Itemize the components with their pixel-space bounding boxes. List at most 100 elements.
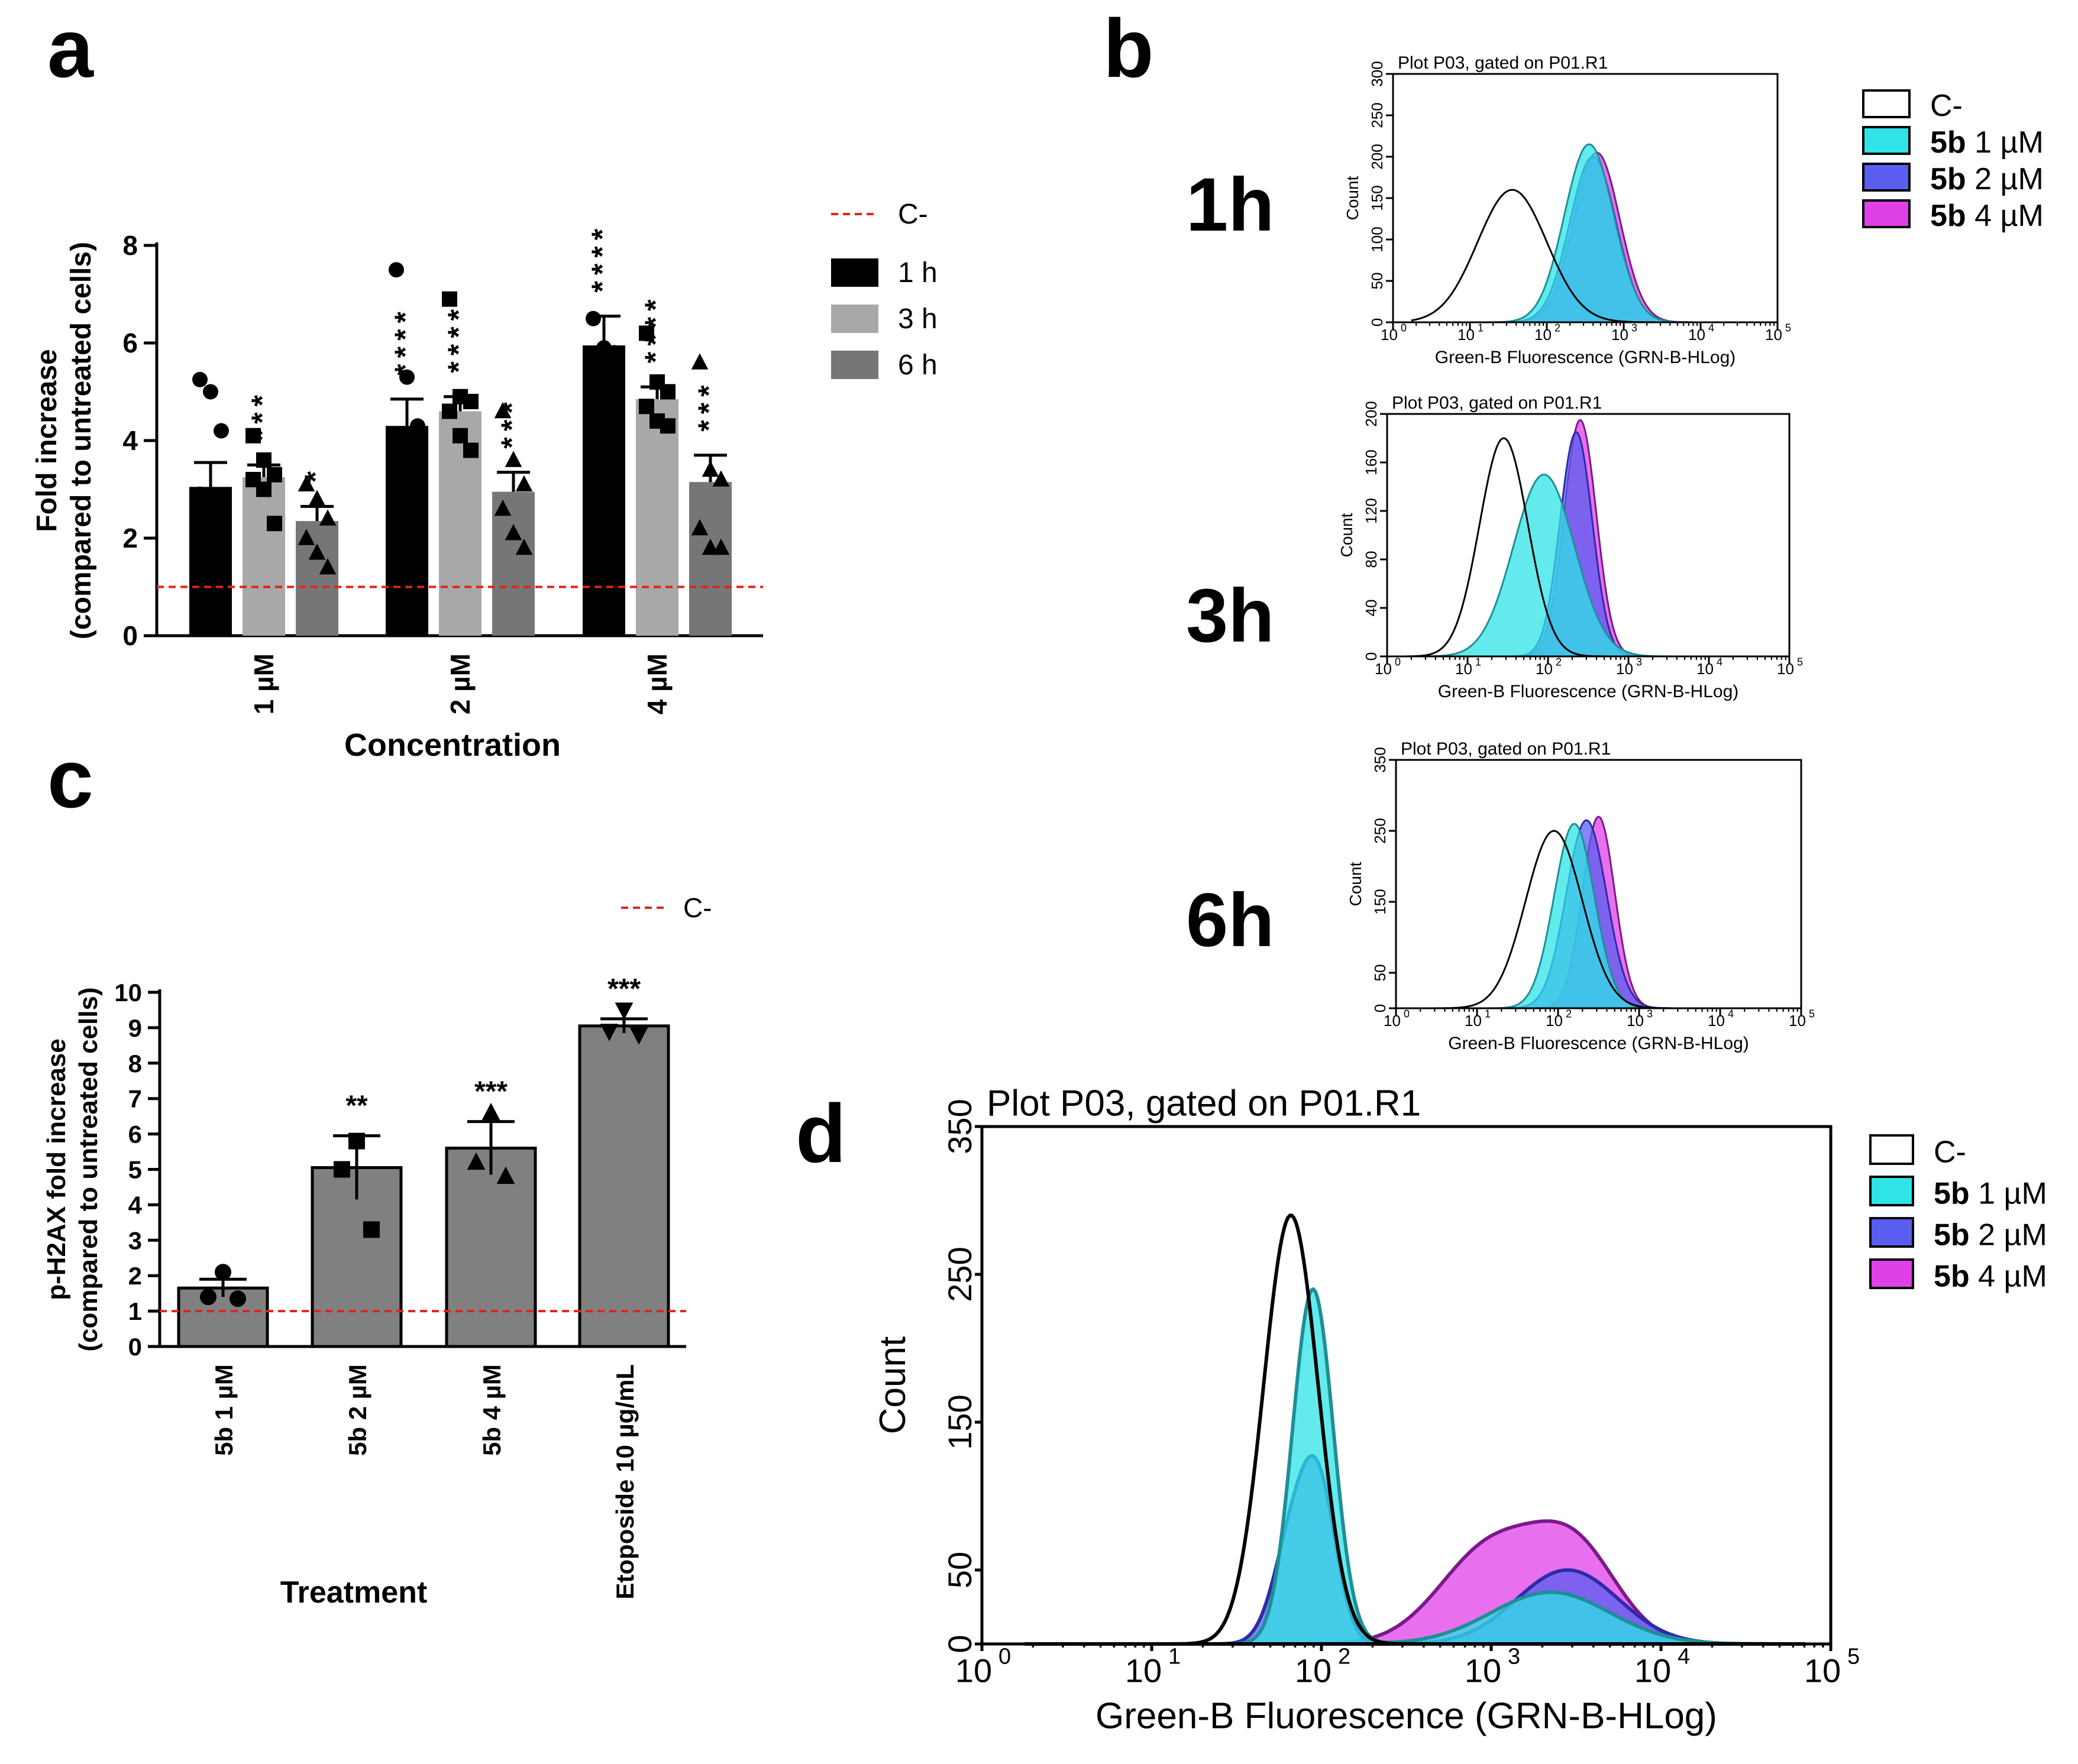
- legend-swatch-a: [831, 258, 878, 287]
- x-tick-label-b3: 10 3: [1627, 1008, 1653, 1030]
- data-point-c: [348, 1132, 365, 1150]
- data-point-a: [607, 345, 622, 361]
- legend-label-a: 1 h: [898, 257, 938, 289]
- panel-label-b: b: [1103, 2, 1154, 95]
- y-tick-label-b1: 150: [1368, 185, 1386, 211]
- data-point-a: [442, 403, 457, 419]
- legend-bold-b: 5b: [1930, 199, 1966, 233]
- y-axis-label-line1-a: Fold increase: [31, 349, 63, 532]
- x-tick-base-b2: 10: [1375, 660, 1392, 678]
- x-tick-label-d: 10 4: [1634, 1645, 1690, 1689]
- subplot-label-b: 6h: [1186, 878, 1274, 963]
- y-tick-label-c: 0: [128, 1333, 142, 1361]
- x-tick-exp-b3: 4: [1728, 1008, 1734, 1020]
- histogram-c-neg-b2: [1406, 437, 1778, 658]
- x-tick-exp-b1: 4: [1708, 322, 1714, 334]
- y-tick-label-a: 8: [122, 230, 138, 261]
- legend-rest-d: 1 µM: [1970, 1177, 2047, 1211]
- y-axis-label-b1: Count: [1343, 176, 1362, 220]
- x-tick-label-b3: 10 1: [1465, 1008, 1491, 1030]
- data-point-a: [505, 524, 522, 540]
- x-tick-base-d: 10: [1634, 1652, 1671, 1689]
- x-tick-label-a: 2 µM: [445, 653, 476, 714]
- x-tick-exp-b3: 3: [1647, 1008, 1653, 1020]
- x-tick-base-d: 10: [955, 1652, 992, 1689]
- data-point-a: [245, 428, 261, 444]
- bar-a: [636, 399, 678, 636]
- y-tick-label-c: 10: [114, 979, 142, 1006]
- x-tick-exp-b2: 3: [1636, 656, 1642, 668]
- x-tick-base-b1: 10: [1534, 326, 1552, 344]
- legend-bold-d: 5b: [1934, 1177, 1970, 1211]
- x-tick-label-b3: 10 0: [1384, 1008, 1410, 1030]
- legend-swatch-b: [1862, 89, 1911, 118]
- legend-ref-label-a: C-: [898, 199, 928, 230]
- y-tick-label-b3: 50: [1371, 964, 1389, 982]
- x-tick-exp-b1: 5: [1785, 322, 1791, 334]
- x-tick-base-b1: 10: [1381, 326, 1398, 344]
- plot-title-b1: Plot P03, gated on P01.R1: [1398, 53, 1608, 73]
- bar-a: [583, 345, 625, 636]
- x-tick-label-b2: 10 2: [1536, 656, 1562, 678]
- bar-c: [177, 1286, 269, 1348]
- plot-title-d: Plot P03, gated on P01.R1: [987, 1083, 1421, 1124]
- data-point-a: [463, 442, 479, 458]
- data-point-c: [629, 1027, 648, 1045]
- x-tick-exp-b1: 3: [1631, 322, 1637, 334]
- x-axis-label-b3: Green-B Fluorescence (GRN-B-HLog): [1448, 1034, 1749, 1053]
- y-tick-label-c: 8: [128, 1050, 142, 1077]
- x-axis-label-b2: Green-B Fluorescence (GRN-B-HLog): [1438, 682, 1739, 701]
- legend-rest-b: 4 µM: [1966, 199, 2044, 233]
- x-tick-label-d: 10 2: [1295, 1645, 1350, 1689]
- panel-label-a: a: [47, 2, 94, 95]
- x-tick-exp-b3: 1: [1485, 1008, 1491, 1020]
- data-point-c: [481, 1102, 500, 1121]
- x-tick-label-d: 10 1: [1125, 1645, 1181, 1689]
- legend-label-b: C-: [1930, 89, 1963, 123]
- y-tick-label-c: 9: [128, 1014, 142, 1042]
- data-point-a: [639, 325, 654, 341]
- x-tick-label-a: 1 µM: [248, 653, 279, 714]
- data-point-a: [660, 418, 676, 434]
- x-tick-label-b3: 10 4: [1708, 1008, 1734, 1030]
- x-tick-label-c: 5b 2 µM: [344, 1364, 371, 1456]
- y-tick-label-b1: 50: [1368, 273, 1386, 290]
- data-point-a: [192, 371, 208, 387]
- x-tick-label-b2: 10 1: [1455, 656, 1481, 678]
- data-point-a: [463, 394, 479, 409]
- legend-bold-d: 5b: [1934, 1218, 1970, 1252]
- subplot-label-b: 1h: [1186, 163, 1274, 247]
- data-point-a: [298, 475, 315, 491]
- legend-bold-b: 5b: [1930, 162, 1966, 196]
- x-tick-base-b3: 10: [1627, 1012, 1644, 1030]
- y-tick-label-c: 1: [128, 1297, 142, 1325]
- x-tick-base-b2: 10: [1455, 660, 1472, 678]
- legend-label-d: 5b 2 µM: [1934, 1218, 2047, 1252]
- x-axis-label-c: Treatment: [280, 1575, 428, 1610]
- y-axis-label-a: Fold increase (compared to untreated cell…: [31, 242, 97, 639]
- data-point-a: [298, 529, 315, 545]
- x-tick-base-b2: 10: [1536, 660, 1553, 678]
- x-tick-base-d: 10: [1295, 1652, 1332, 1689]
- y-tick-label-d: 150: [941, 1394, 978, 1449]
- data-point-a: [203, 384, 218, 400]
- legend-bold-b: 5b: [1930, 125, 1966, 160]
- bar-a: [243, 477, 285, 636]
- legend-swatch-b: [1862, 199, 1911, 228]
- legend-swatch-a: [831, 351, 878, 379]
- legend-swatch-d: [1869, 1258, 1914, 1289]
- x-tick-label-a: 4 µM: [642, 653, 673, 714]
- subplot-label-b: 3h: [1186, 574, 1274, 658]
- significance-a: ***: [692, 379, 725, 431]
- x-tick-exp-d: 3: [1508, 1645, 1520, 1669]
- data-point-a: [410, 418, 425, 434]
- significance-c: ***: [607, 973, 641, 1005]
- legend-label-a: 6 h: [898, 349, 938, 381]
- panel-a-group: a 0 2 4 6 8 Fold increase (compared to untreat…: [31, 2, 938, 763]
- legend-swatch-b: [1862, 163, 1911, 192]
- x-tick-exp-b3: 0: [1404, 1008, 1410, 1020]
- bar-a: [386, 426, 428, 636]
- x-axis-label-a: Concentration: [344, 727, 561, 763]
